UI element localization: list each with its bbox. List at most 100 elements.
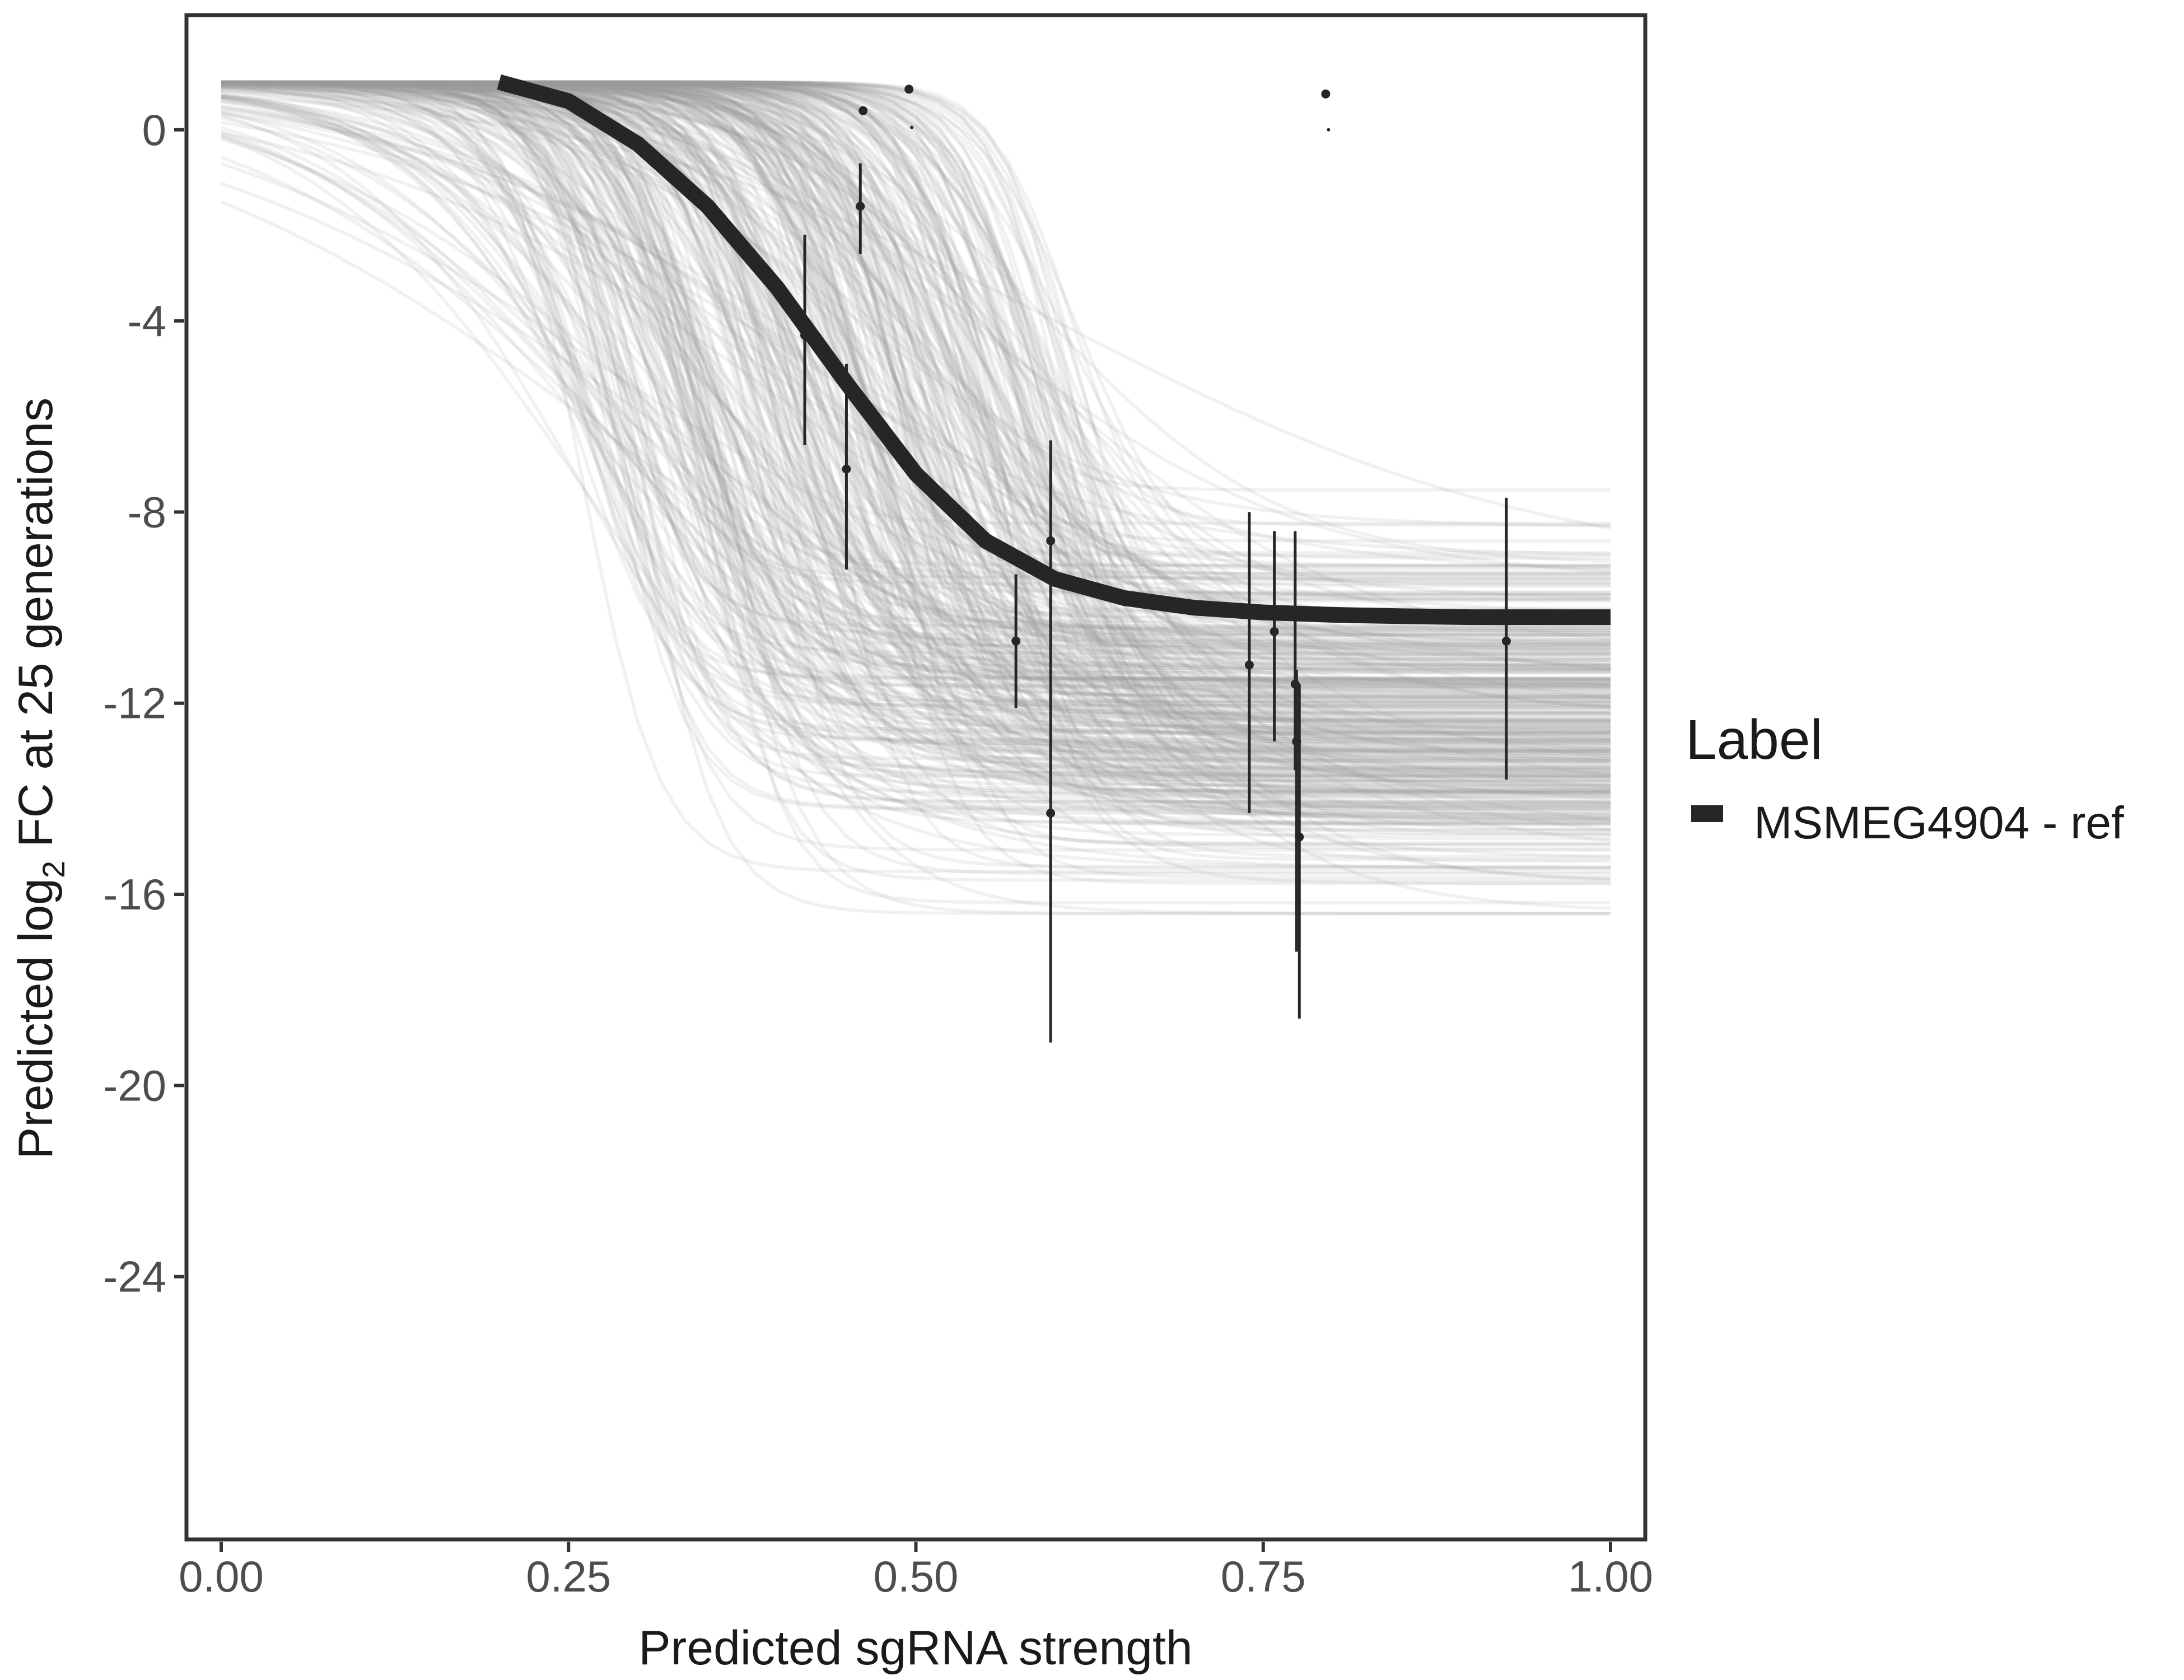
posterior-draw-line	[221, 80, 1611, 650]
posterior-draw-line	[221, 80, 1611, 870]
posterior-draw-line	[221, 81, 1611, 709]
posterior-draw-line	[221, 80, 1611, 681]
posterior-draw-line	[221, 80, 1611, 787]
posterior-draw-line	[221, 80, 1611, 575]
posterior-draw-line	[221, 80, 1611, 685]
posterior-draw-line	[221, 80, 1611, 584]
posterior-draw-line	[221, 80, 1611, 824]
observation-points	[800, 85, 1511, 1043]
data-point	[858, 106, 868, 115]
posterior-draw-line	[221, 80, 1611, 825]
posterior-draw-line	[221, 80, 1611, 811]
posterior-draw-line	[221, 86, 1611, 637]
posterior-draw-line	[221, 80, 1611, 769]
posterior-draw-line	[221, 80, 1611, 673]
posterior-draw-line	[221, 80, 1611, 756]
posterior-draw-line	[221, 80, 1611, 635]
posterior-draw-line	[221, 125, 1611, 745]
data-point	[1046, 808, 1056, 818]
data-point	[1501, 636, 1511, 646]
posterior-draw-line	[221, 80, 1611, 725]
posterior-draw-line	[221, 80, 1611, 701]
posterior-draw-line	[221, 85, 1611, 721]
posterior-draw-line	[221, 80, 1611, 659]
posterior-draw-line	[221, 80, 1611, 670]
posterior-draw-line	[221, 80, 1611, 734]
posterior-draw-line	[221, 80, 1611, 575]
posterior-draw-line	[221, 137, 1611, 740]
posterior-draw-line	[221, 80, 1611, 816]
posterior-draw-line	[221, 80, 1611, 778]
posterior-draw-line	[221, 81, 1611, 710]
posterior-draw-line	[221, 80, 1611, 754]
posterior-draw-line	[221, 120, 1611, 672]
posterior-draw-line	[221, 80, 1611, 773]
posterior-draw-line	[221, 80, 1611, 657]
posterior-draw-line	[221, 80, 1611, 628]
posterior-draw-line	[221, 80, 1611, 699]
posterior-draw-line	[221, 80, 1611, 689]
posterior-draw-line	[221, 80, 1611, 671]
posterior-draw-line	[221, 80, 1611, 558]
x-axis: 0.00 0.25 0.50 0.75 1.00	[179, 1542, 1653, 1601]
posterior-draw-line	[221, 80, 1611, 708]
posterior-draw-line	[221, 82, 1611, 599]
data-point	[1244, 660, 1254, 670]
posterior-draw-line	[221, 80, 1611, 586]
posterior-draw-line	[221, 80, 1611, 745]
posterior-draw-line	[221, 81, 1611, 792]
posterior-draw-line	[221, 80, 1611, 904]
posterior-draw-line	[221, 80, 1611, 703]
posterior-draw-line	[221, 99, 1611, 556]
posterior-draw-line	[221, 81, 1611, 819]
posterior-draw-line	[221, 88, 1611, 842]
posterior-draw-line	[221, 80, 1611, 846]
posterior-draw-line	[221, 80, 1611, 680]
posterior-draw-line	[221, 80, 1611, 715]
posterior-draw-line	[221, 80, 1611, 571]
posterior-draw-line	[221, 95, 1611, 858]
posterior-draw-line	[221, 80, 1611, 684]
posterior-draw-line	[221, 80, 1611, 646]
posterior-draw-line	[221, 80, 1611, 694]
posterior-draw-line	[221, 80, 1611, 782]
y-axis: 0 -4 -8 -12 -16 -20 -24	[103, 105, 184, 1301]
posterior-draw-line	[221, 108, 1611, 670]
posterior-draw-line	[221, 80, 1611, 777]
posterior-draw-line	[221, 80, 1611, 763]
posterior-draw-line	[221, 80, 1611, 681]
posterior-draw-line	[221, 80, 1611, 753]
posterior-draw-line	[221, 80, 1611, 671]
posterior-draw-line	[221, 81, 1611, 795]
posterior-draw-line	[221, 80, 1611, 827]
posterior-draw-line	[221, 80, 1611, 599]
posterior-draw-line	[221, 80, 1611, 852]
posterior-draw-line	[221, 80, 1611, 693]
posterior-draw-line	[221, 82, 1611, 698]
posterior-draw-line	[221, 81, 1611, 624]
posterior-draw-line	[221, 80, 1611, 791]
posterior-draw-line	[221, 80, 1611, 741]
posterior-draw-line	[221, 80, 1611, 752]
posterior-draw-line	[221, 88, 1611, 688]
posterior-draw-line	[221, 80, 1611, 804]
posterior-draw-line	[221, 81, 1611, 804]
data-point	[1321, 89, 1331, 99]
posterior-draw-line	[221, 81, 1611, 655]
posterior-draw-line	[221, 80, 1611, 630]
posterior-draw-line	[221, 80, 1611, 755]
posterior-draw-line	[221, 80, 1611, 875]
posterior-draw-line	[221, 95, 1611, 760]
posterior-draw-line	[221, 80, 1611, 633]
posterior-draw-line	[221, 85, 1611, 832]
posterior-draw-line	[221, 80, 1611, 754]
posterior-draw-line	[221, 80, 1611, 682]
posterior-draw-line	[221, 80, 1611, 568]
posterior-draw-line	[221, 80, 1611, 647]
posterior-draw-line	[221, 80, 1611, 721]
posterior-draw-line	[221, 80, 1611, 774]
posterior-draw-line	[221, 80, 1611, 763]
posterior-draw-line	[221, 80, 1611, 721]
posterior-draw-line	[221, 80, 1611, 836]
posterior-draw-line	[221, 80, 1611, 667]
